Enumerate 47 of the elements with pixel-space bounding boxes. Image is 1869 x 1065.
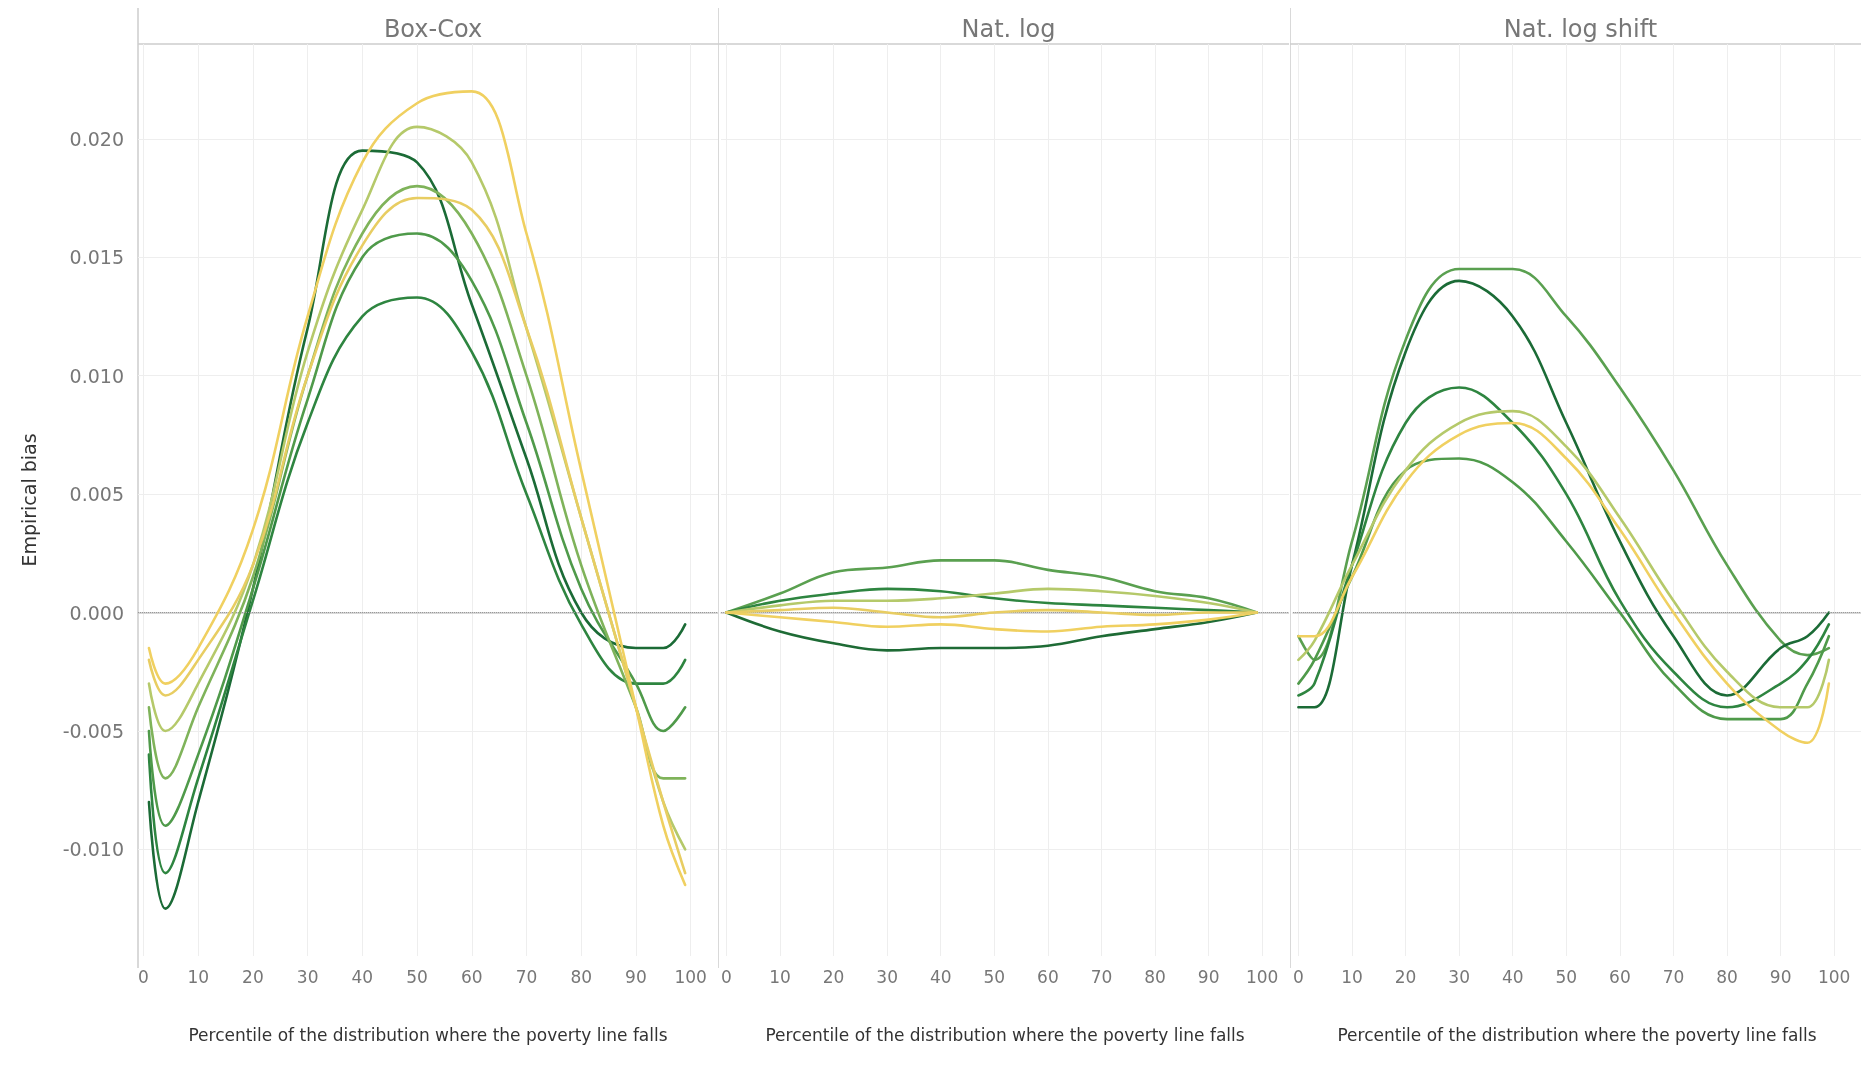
x-tick-label: 40 [930,966,952,987]
x-tick-label: 90 [1198,966,1220,987]
x-tick-label: 80 [1715,966,1738,987]
x-axis-title: Percentile of the distribution where the poverty line falls [765,1024,1246,1045]
x-tick-label: 50 [1555,966,1577,987]
y-tick-label: 0.010 [69,364,124,387]
y-axis-title: Empirical bias [17,433,40,567]
x-tick-label: 20 [1394,966,1417,987]
x-tick-label: 30 [1448,966,1470,987]
x-axis-title: Percentile of the distribution where the poverty line falls [188,1024,668,1045]
y-tick-label: 0.000 [69,601,124,624]
x-tick-label: 100 [674,966,707,987]
x-tick-label: 100 [1817,966,1851,987]
y-tick-label: 0.020 [69,127,124,150]
y-tick-label: 0.015 [69,246,124,269]
x-tick-label: 90 [1769,966,1792,987]
x-tick-label: 70 [1662,966,1684,987]
x-tick-label: 60 [460,966,483,987]
x-tick-label: 20 [242,966,264,987]
x-tick-label: 90 [625,966,647,987]
x-tick-label: 70 [515,966,538,987]
x-tick-label: 60 [1037,966,1060,987]
x-tick-label: 100 [1246,966,1279,987]
x-tick-label: 70 [1091,966,1113,987]
x-tick-label: 30 [876,966,899,987]
x-tick-label: 80 [1144,966,1167,987]
x-tick-label: 50 [983,966,1006,987]
x-tick-label: 10 [187,966,210,987]
x-tick-label: 50 [406,966,428,987]
chart-title: Nat. log [961,15,1056,43]
x-tick-label: 10 [1340,966,1363,987]
y-tick-label: -0.005 [62,719,124,742]
x-tick-label: 80 [570,966,593,987]
x-tick-label: 20 [823,966,845,987]
x-tick-label: 60 [1608,966,1631,987]
x-tick-label: 0 [138,966,149,987]
chart-title: Box-Cox [383,15,483,43]
chart-title: Nat. log shift [1503,15,1657,43]
x-tick-label: 0 [721,966,733,987]
y-tick-label: 0.005 [69,483,124,506]
x-tick-label: 40 [351,966,374,987]
x-tick-label: 0 [1292,966,1304,987]
x-tick-label: 30 [296,966,319,987]
x-tick-label: 10 [769,966,792,987]
y-tick-label: -0.010 [62,838,124,861]
x-tick-label: 40 [1501,966,1524,987]
x-axis-title: Percentile of the distribution where the poverty line falls [1337,1024,1817,1045]
